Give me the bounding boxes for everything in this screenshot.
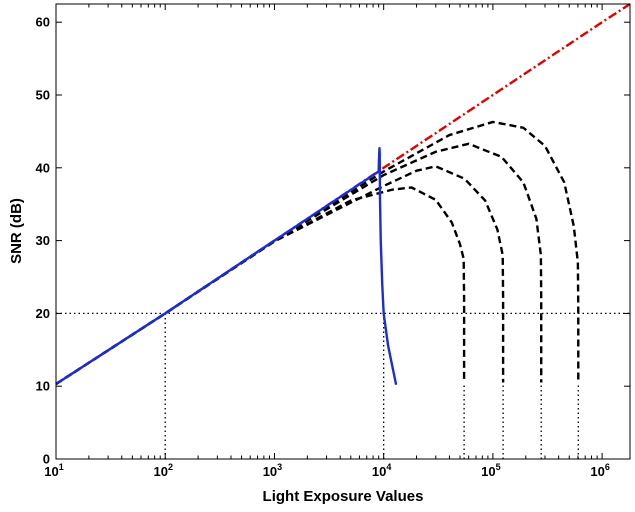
y-tick-label: 20: [36, 306, 50, 321]
y-tick-label: 0: [43, 452, 50, 467]
x-axis-title: Light Exposure Values: [263, 488, 424, 505]
y-tick-label: 60: [36, 15, 50, 30]
x-tick-label: 103: [263, 462, 282, 479]
x-tick-label: 104: [372, 462, 391, 479]
series-line-dashdot: [55, 2, 631, 386]
y-tick-label: 30: [36, 233, 50, 248]
series-line-dashed: [55, 120, 580, 386]
series-line-dashed: [55, 186, 466, 386]
x-tick-label: 105: [481, 462, 500, 479]
series-lines: [55, 2, 631, 386]
plot-area: [56, 4, 630, 459]
series-line-solid: [55, 146, 398, 386]
series-line-dashed: [55, 142, 543, 386]
y-tick-label: 50: [36, 88, 50, 103]
y-tick-label: 10: [36, 379, 50, 394]
plot-frame: [55, 3, 631, 460]
x-tick-label: 106: [590, 462, 609, 479]
reference-lines: [56, 312, 630, 459]
y-axis-title: SNR (dB): [8, 198, 25, 264]
x-tick-label: 102: [153, 462, 172, 479]
series-line-dashed: [55, 165, 505, 386]
y-tick-label: 40: [36, 160, 50, 175]
